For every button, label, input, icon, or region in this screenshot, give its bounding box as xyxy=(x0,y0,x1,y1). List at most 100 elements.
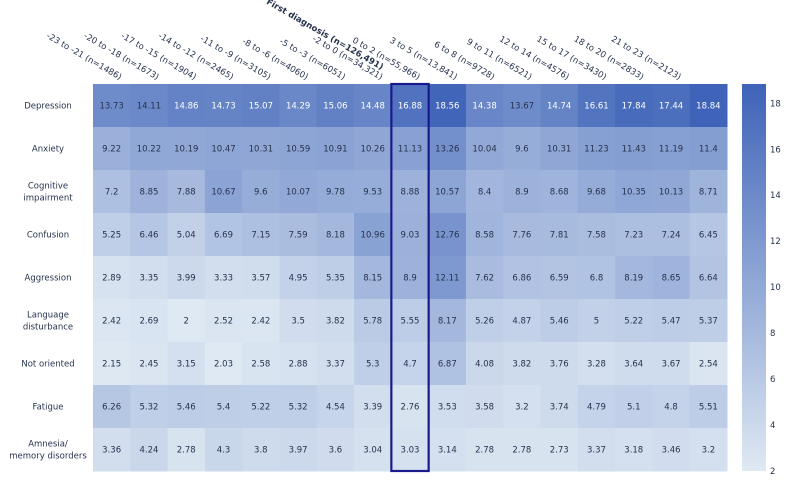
cell-value-label: 17.44 xyxy=(659,102,683,112)
cell-value-label: 2.78 xyxy=(177,446,196,456)
cell-value-label: 8.71 xyxy=(699,188,718,198)
heatmap-cell xyxy=(577,256,616,300)
heatmap-cell xyxy=(167,299,206,343)
colorbar-tick-label: 16 xyxy=(770,145,781,155)
row-label-line: Language xyxy=(27,311,69,321)
heatmap-cell xyxy=(689,84,728,128)
heatmap-cell xyxy=(652,256,691,300)
heatmap-cell xyxy=(540,428,579,472)
cell-value-label: 3.03 xyxy=(401,446,420,456)
cell-value-label: 8.18 xyxy=(326,231,345,241)
heatmap-cell xyxy=(130,385,169,429)
cell-value-label: 2.45 xyxy=(139,360,158,370)
cell-value-label: 5.51 xyxy=(699,403,718,413)
row-label: Cognitive impairment xyxy=(23,182,73,204)
heatmap-cell xyxy=(130,299,169,343)
heatmap-cell xyxy=(93,213,131,257)
cell-value-label: 15.06 xyxy=(323,102,347,112)
heatmap-cell xyxy=(167,84,206,128)
cell-value-label: 7.76 xyxy=(512,231,531,241)
heatmap-cell xyxy=(204,213,243,257)
heatmap-cell xyxy=(652,342,691,386)
cell-value-label: 2.88 xyxy=(289,360,308,370)
row-label: Amnesia/memory disorders xyxy=(9,440,87,462)
heatmap-cell xyxy=(354,127,392,171)
cell-value-label: 14.11 xyxy=(137,102,161,112)
cell-value-label: 8.58 xyxy=(475,231,494,241)
heatmap-cell xyxy=(465,84,504,128)
cell-value-label: 2.73 xyxy=(550,446,569,456)
heatmap-cell xyxy=(428,127,467,171)
cell-value-label: 18.56 xyxy=(435,102,459,112)
cell-value-label: 3.99 xyxy=(177,274,196,284)
cell-value-label: 10.31 xyxy=(249,145,273,155)
cell-value-label: 8.19 xyxy=(624,274,643,284)
heatmap-cell xyxy=(577,213,616,257)
cell-value-label: 3.39 xyxy=(363,403,382,413)
heatmap-cell xyxy=(615,213,653,257)
heatmap-cell xyxy=(354,170,392,214)
cell-value-label: 10.31 xyxy=(547,145,571,155)
colorbar xyxy=(742,84,766,471)
heatmap-cell xyxy=(279,213,318,257)
heatmap-cell xyxy=(428,84,467,128)
cell-value-label: 2.42 xyxy=(102,317,121,327)
cell-value-label: 5.04 xyxy=(177,231,196,241)
cell-value-label: 10.59 xyxy=(286,145,310,155)
cell-value-label: 10.07 xyxy=(286,188,310,198)
heatmap-cell xyxy=(465,213,504,257)
heatmap-cell xyxy=(503,84,542,128)
cell-value-label: 5.37 xyxy=(699,317,718,327)
cell-value-label: 18.84 xyxy=(696,102,720,112)
cell-value-label: 4.8 xyxy=(664,403,678,413)
cell-value-label: 2.03 xyxy=(214,360,233,370)
row-label: Aggression xyxy=(25,274,72,284)
cell-value-label: 3.15 xyxy=(177,360,196,370)
cell-value-label: 2.58 xyxy=(251,360,270,370)
cell-value-label: 6.26 xyxy=(102,403,121,413)
cell-value-label: 10.19 xyxy=(174,145,198,155)
colorbar-tick-label: 18 xyxy=(770,99,781,109)
heatmap-cell xyxy=(93,299,131,343)
heatmap-cell xyxy=(354,385,392,429)
heatmap-cell xyxy=(615,428,653,472)
heatmap-cell xyxy=(652,213,691,257)
cell-value-label: 5.25 xyxy=(102,231,121,241)
heatmap-cell xyxy=(428,385,467,429)
cell-value-label: 6.69 xyxy=(214,231,233,241)
cell-value-label: 3.46 xyxy=(662,446,681,456)
heatmap-cell xyxy=(503,385,542,429)
heatmap-cell xyxy=(204,256,243,300)
heatmap-cell xyxy=(689,385,728,429)
cell-value-label: 3.37 xyxy=(587,446,606,456)
row-label: Fatigue xyxy=(32,403,63,413)
heatmap-cell xyxy=(242,213,280,257)
cell-value-label: 8.68 xyxy=(550,188,569,198)
heatmap-cell xyxy=(204,84,243,128)
heatmap-cell xyxy=(615,299,653,343)
heatmap-cell xyxy=(577,342,616,386)
heatmap-cell xyxy=(577,170,616,214)
cell-value-label: 9.68 xyxy=(587,188,606,198)
heatmap-cell xyxy=(391,84,430,128)
heatmap-cell xyxy=(428,342,467,386)
cell-value-label: 11.19 xyxy=(659,145,683,155)
cell-value-label: 2 xyxy=(184,317,189,327)
heatmap-cell xyxy=(540,342,579,386)
heatmap-cell xyxy=(391,342,430,386)
heatmap-cell xyxy=(689,170,728,214)
heatmap-cell xyxy=(652,84,691,128)
row-label-line: Not oriented xyxy=(21,360,74,370)
cell-value-label: 7.24 xyxy=(662,231,681,241)
heatmap-cell xyxy=(316,170,355,214)
heatmap-cell xyxy=(391,299,430,343)
heatmap-cell xyxy=(465,256,504,300)
cell-value-label: 7.62 xyxy=(475,274,494,284)
heatmap-cell xyxy=(93,127,131,171)
cell-value-label: 5.3 xyxy=(366,360,380,370)
cell-value-label: 9.22 xyxy=(102,145,121,155)
row-label: Depression xyxy=(24,102,72,112)
heatmap-cell xyxy=(204,428,243,472)
cell-value-label: 5.32 xyxy=(289,403,308,413)
